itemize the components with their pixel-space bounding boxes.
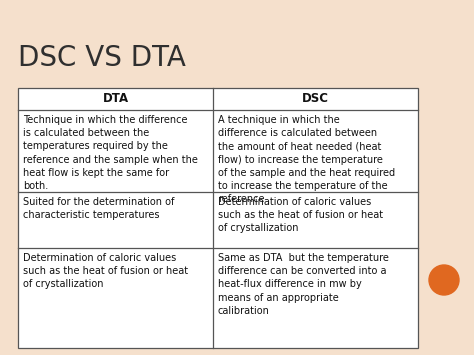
Bar [18,88,418,348]
Circle shape [429,265,459,295]
Text: A technique in which the
difference is calculated between
the amount of heat nee: A technique in which the difference is c… [218,115,395,204]
Text: Technique in which the difference
is calculated between the
temperatures require: Technique in which the difference is cal… [23,115,198,191]
Text: Suited for the determination of
characteristic temperatures: Suited for the determination of characte… [23,197,174,220]
Text: DTA: DTA [102,93,128,105]
Text: Determination of caloric values
such as the heat of fusion or heat
of crystalliz: Determination of caloric values such as … [23,253,188,289]
Text: Determination of caloric values
such as the heat of fusion or heat
of crystalliz: Determination of caloric values such as … [218,197,383,233]
Text: DSC: DSC [302,93,329,105]
Text: Same as DTA  but the temperature
difference can be converted into a
heat-flux di: Same as DTA but the temperature differen… [218,253,389,316]
Text: DSC VS DTA: DSC VS DTA [18,44,186,72]
